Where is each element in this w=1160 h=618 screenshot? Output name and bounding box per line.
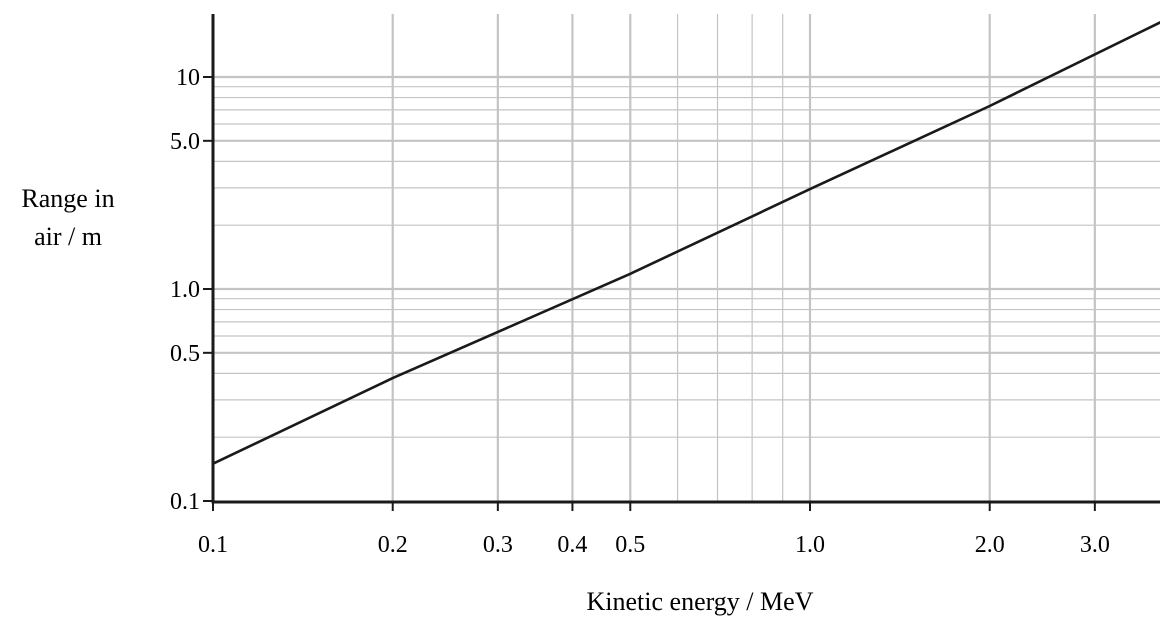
x-tick-label: 0.1 bbox=[198, 532, 228, 558]
x-tick-label: 0.4 bbox=[557, 532, 587, 558]
x-tick-label: 3.0 bbox=[1080, 532, 1110, 558]
y-tick-label: 10 bbox=[176, 65, 200, 91]
tick-labels: 0.1 0.2 0.3 0.4 0.5 1.0 2.0 3.0 0.1 0.5 1.0 5.0 10 bbox=[170, 65, 1110, 558]
x-tick-label: 2.0 bbox=[975, 532, 1005, 558]
x-axis-title: Kinetic energy / MeV bbox=[587, 587, 814, 616]
x-tick-label: 0.2 bbox=[378, 532, 408, 558]
range-curve bbox=[211, 21, 1160, 466]
y-tick-label: 0.1 bbox=[170, 489, 200, 515]
y-tick-label: 1.0 bbox=[170, 277, 200, 303]
major-gridlines bbox=[213, 14, 1160, 502]
y-tick-label: 5.0 bbox=[170, 129, 200, 155]
y-axis-title-line2: air / m bbox=[34, 222, 102, 251]
axes bbox=[203, 14, 1160, 511]
y-tick-label: 0.5 bbox=[170, 341, 200, 367]
x-tick-label: 0.5 bbox=[615, 532, 645, 558]
data-series bbox=[211, 21, 1160, 466]
x-tick-label: 1.0 bbox=[795, 532, 825, 558]
x-tick-label: 0.3 bbox=[483, 532, 513, 558]
minor-gridlines bbox=[213, 14, 1160, 502]
y-axis-title-line1: Range in bbox=[21, 184, 114, 213]
